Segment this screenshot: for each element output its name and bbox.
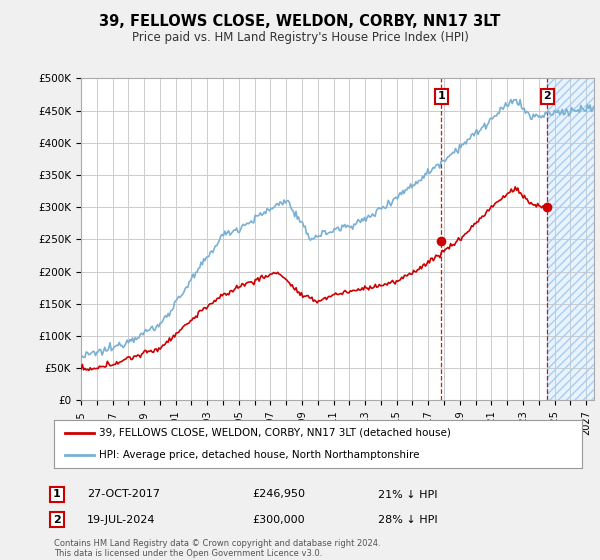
Text: 28% ↓ HPI: 28% ↓ HPI (378, 515, 437, 525)
Text: 27-OCT-2017: 27-OCT-2017 (87, 489, 160, 500)
Text: 19-JUL-2024: 19-JUL-2024 (87, 515, 155, 525)
Text: HPI: Average price, detached house, North Northamptonshire: HPI: Average price, detached house, Nort… (99, 450, 419, 460)
Text: £300,000: £300,000 (252, 515, 305, 525)
Bar (547, 78, 594, 400)
Text: 39, FELLOWS CLOSE, WELDON, CORBY, NN17 3LT (detached house): 39, FELLOWS CLOSE, WELDON, CORBY, NN17 3… (99, 428, 451, 438)
Text: 2: 2 (544, 91, 551, 101)
Text: Contains HM Land Registry data © Crown copyright and database right 2024.
This d: Contains HM Land Registry data © Crown c… (54, 539, 380, 558)
Text: Price paid vs. HM Land Registry's House Price Index (HPI): Price paid vs. HM Land Registry's House … (131, 31, 469, 44)
Text: 39, FELLOWS CLOSE, WELDON, CORBY, NN17 3LT: 39, FELLOWS CLOSE, WELDON, CORBY, NN17 3… (100, 14, 500, 29)
Bar (547, 78, 594, 400)
Text: 2: 2 (53, 515, 61, 525)
Text: 1: 1 (437, 91, 445, 101)
Text: 21% ↓ HPI: 21% ↓ HPI (378, 489, 437, 500)
Text: 1: 1 (53, 489, 61, 500)
Text: £246,950: £246,950 (252, 489, 305, 500)
